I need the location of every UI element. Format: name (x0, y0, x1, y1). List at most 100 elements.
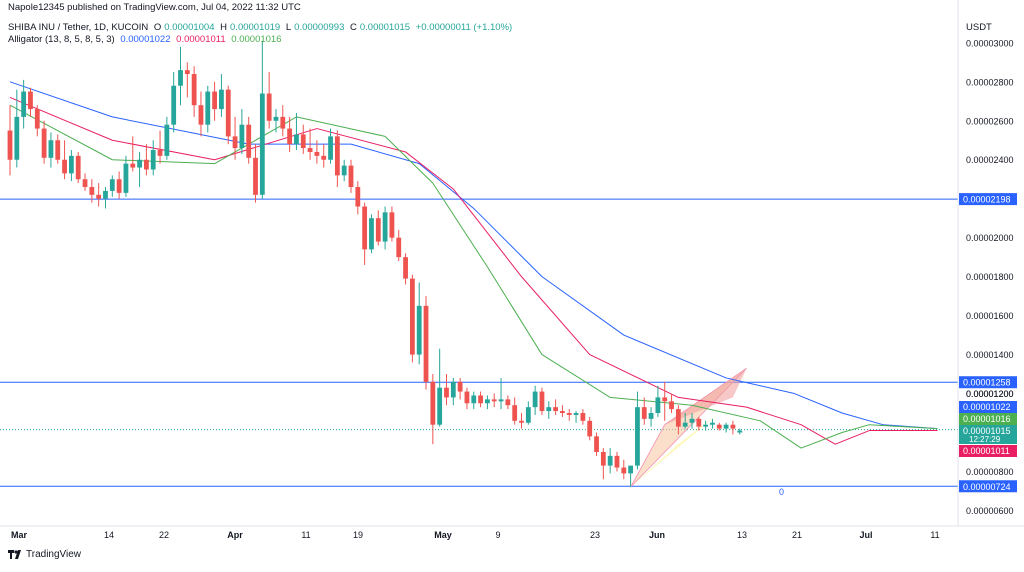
candle (444, 374, 449, 406)
candle-body (150, 150, 156, 170)
candle (539, 387, 545, 415)
candle (512, 397, 518, 425)
publisher-line: Napole12345 published on TradingView.com… (8, 2, 304, 14)
candle-body (34, 109, 40, 129)
candle-body (716, 424, 722, 429)
candle-body (164, 124, 170, 156)
candle-body (219, 89, 224, 110)
candle (266, 72, 272, 129)
candle (716, 422, 722, 431)
candle (300, 124, 306, 154)
candle (212, 81, 217, 121)
candle-body (512, 405, 518, 421)
candle-body (696, 418, 702, 427)
candle (103, 187, 108, 209)
candle (491, 393, 497, 408)
candle-body (430, 381, 436, 425)
candle-body (737, 430, 743, 433)
pattern-drawing (630, 367, 747, 488)
candle-body (566, 413, 572, 415)
candle-body (239, 124, 245, 149)
candle (505, 395, 511, 410)
x-tick-label: 9 (495, 530, 500, 540)
price-badge-label: 0.00001016 (963, 414, 1011, 424)
tradingview-brand[interactable]: TradingView (8, 549, 81, 560)
candle-body (444, 387, 449, 398)
candle (369, 214, 374, 254)
jaw-value: 0.00001022 (120, 34, 171, 45)
x-tick-label: 13 (737, 530, 747, 540)
candle (485, 395, 490, 410)
candle (519, 413, 524, 429)
publisher-text: Napole12345 published on TradingView.com… (8, 2, 301, 13)
candle-body (730, 424, 736, 429)
candle (580, 409, 586, 425)
x-tick-label: 11 (930, 530, 939, 540)
candle-body (123, 163, 129, 193)
candle (205, 85, 211, 133)
price-axis[interactable]: 0.00003000 0.00002800 0.00002600 0.00002400… (966, 38, 1014, 516)
candle-body (600, 451, 606, 466)
candle (587, 416, 593, 441)
candle (14, 89, 20, 168)
candle (130, 136, 136, 172)
candle-body (116, 179, 122, 193)
alligator-teeth-line (9, 96, 938, 445)
candle-body (259, 93, 265, 195)
candle (478, 391, 483, 408)
candle-body (55, 140, 61, 160)
candle (737, 428, 743, 435)
candle-body (682, 422, 688, 427)
candle (239, 109, 245, 154)
countdown-label: 12:27:29 (969, 435, 1001, 444)
candle (225, 85, 231, 145)
indicator-legend[interactable]: Alligator (13, 8, 5, 8, 5, 3) 0.00001022… (8, 34, 285, 46)
y-tick-label: 0.00001800 (966, 272, 1014, 282)
candle-body (287, 128, 293, 145)
candle (314, 140, 320, 164)
candle (191, 66, 197, 117)
candle-body (89, 187, 95, 195)
candle (41, 120, 47, 164)
x-tick-label: May (434, 530, 452, 540)
candle (600, 448, 606, 480)
teeth-value: 0.00001011 (176, 34, 226, 45)
symbol-name[interactable]: SHIBA INU / Tether, 1D, KUCOIN (8, 22, 149, 33)
candle-body (478, 395, 483, 404)
candle-body (205, 91, 211, 125)
candle-body (21, 91, 27, 117)
symbol-legend[interactable]: SHIBA INU / Tether, 1D, KUCOIN O 0.000010… (8, 22, 515, 34)
candle (89, 179, 95, 203)
candle (682, 413, 688, 429)
high-label: H (220, 22, 228, 33)
price-badge-label: 0.00001015 (963, 426, 1011, 436)
candle-body (362, 206, 368, 250)
price-badge (959, 376, 1017, 389)
candle (730, 420, 736, 435)
x-tick-label: 11 (301, 530, 310, 540)
time-axis[interactable]: Mar 14 22 Apr 11 19 May 9 23 Jun 13 21 Jul 11 (11, 530, 940, 540)
candle (696, 416, 702, 431)
candle (355, 181, 361, 215)
candle-body (675, 409, 681, 427)
candle (321, 144, 327, 168)
candle (362, 202, 368, 265)
candle (280, 105, 286, 137)
indicator-name[interactable]: Alligator (13, 8, 5, 8, 5, 3) (8, 34, 115, 45)
candle-body (103, 190, 108, 199)
candle (607, 448, 613, 474)
horizontal-lines (0, 198, 958, 487)
candle (703, 420, 709, 431)
candle (7, 105, 13, 176)
candle-body (375, 218, 381, 242)
candle (403, 253, 408, 285)
candle (68, 150, 74, 182)
candle-body (62, 159, 67, 174)
y-tick-label: 0.00000600 (966, 506, 1014, 516)
candle-body (334, 136, 340, 176)
candle (328, 128, 333, 164)
candle (96, 183, 102, 207)
